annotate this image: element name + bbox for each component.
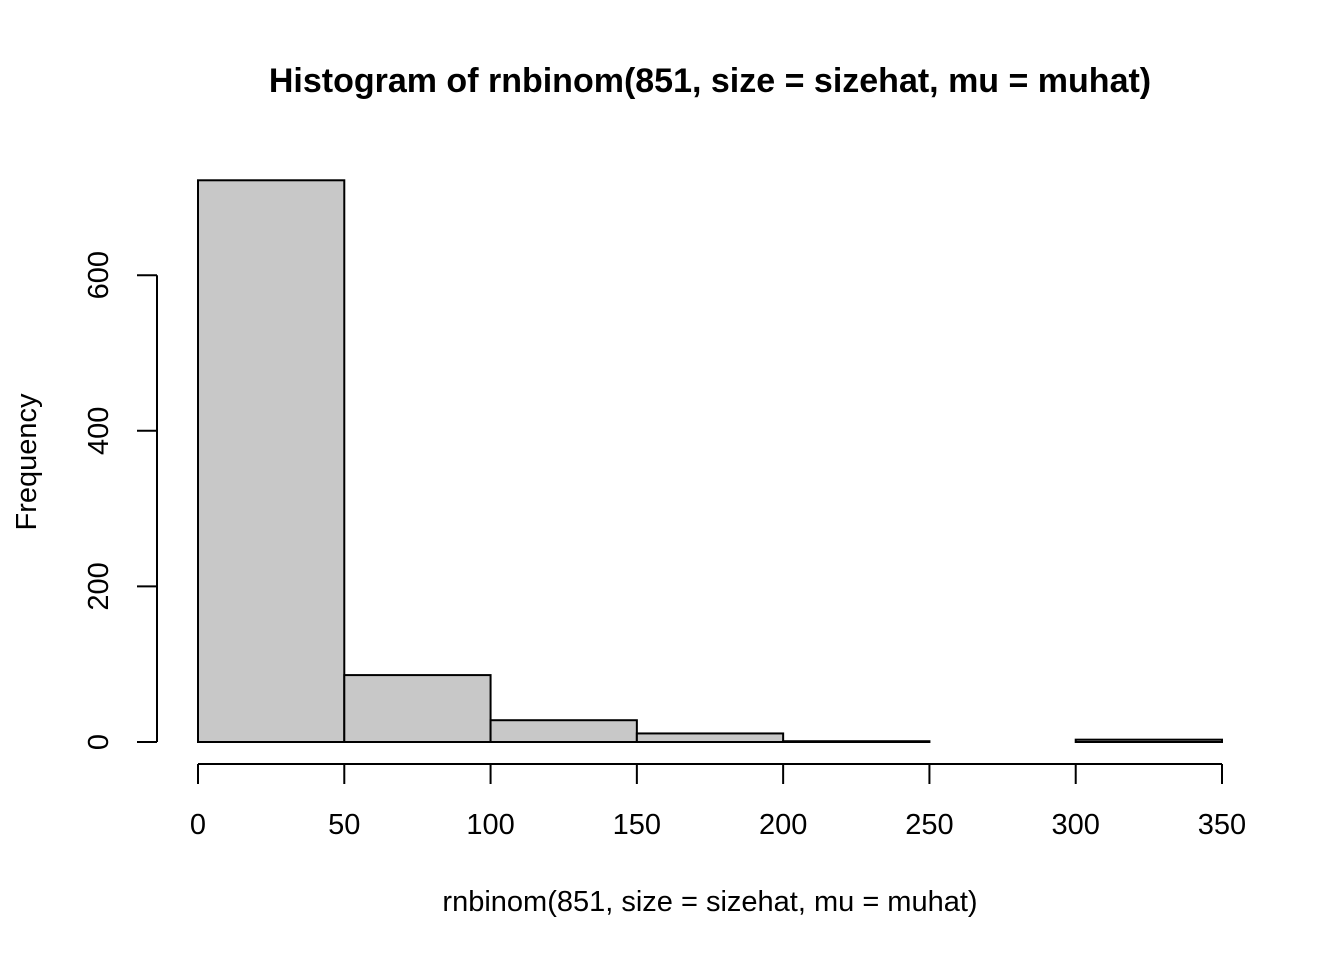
y-axis-label: Frequency	[11, 393, 43, 531]
histogram-bar-100-150	[489, 719, 638, 744]
x-tick-label-100: 100	[466, 809, 514, 841]
x-axis: 0 50 100 150 200 250 300 350	[190, 763, 1246, 841]
x-tick-label-300: 300	[1052, 809, 1100, 841]
x-tick-label-250: 250	[905, 809, 953, 841]
y-tick-label-600: 600	[83, 251, 115, 299]
y-tick-label-200: 200	[83, 562, 115, 610]
histogram-bar-0-50	[197, 179, 346, 743]
histogram-bar-150-200	[635, 732, 785, 744]
histogram-bar-300-350	[1074, 738, 1223, 744]
y-tick-label-400: 400	[83, 407, 115, 455]
x-tick-label-150: 150	[613, 809, 661, 841]
y-axis: 0 200 400 600	[83, 251, 158, 750]
x-tick-label-350: 350	[1198, 809, 1246, 841]
chart-title: Histogram of rnbinom(851, size = sizehat…	[269, 62, 1151, 100]
x-tick-label-50: 50	[328, 809, 360, 841]
histogram-bar-200-250	[782, 740, 931, 743]
x-tick-label-0: 0	[190, 809, 206, 841]
y-tick-label-0: 0	[83, 734, 115, 750]
histogram-bar-50-100	[343, 674, 492, 743]
x-axis-label: rnbinom(851, size = sizehat, mu = muhat)	[442, 886, 977, 918]
bars-group	[197, 179, 1223, 744]
x-tick-label-200: 200	[759, 809, 807, 841]
